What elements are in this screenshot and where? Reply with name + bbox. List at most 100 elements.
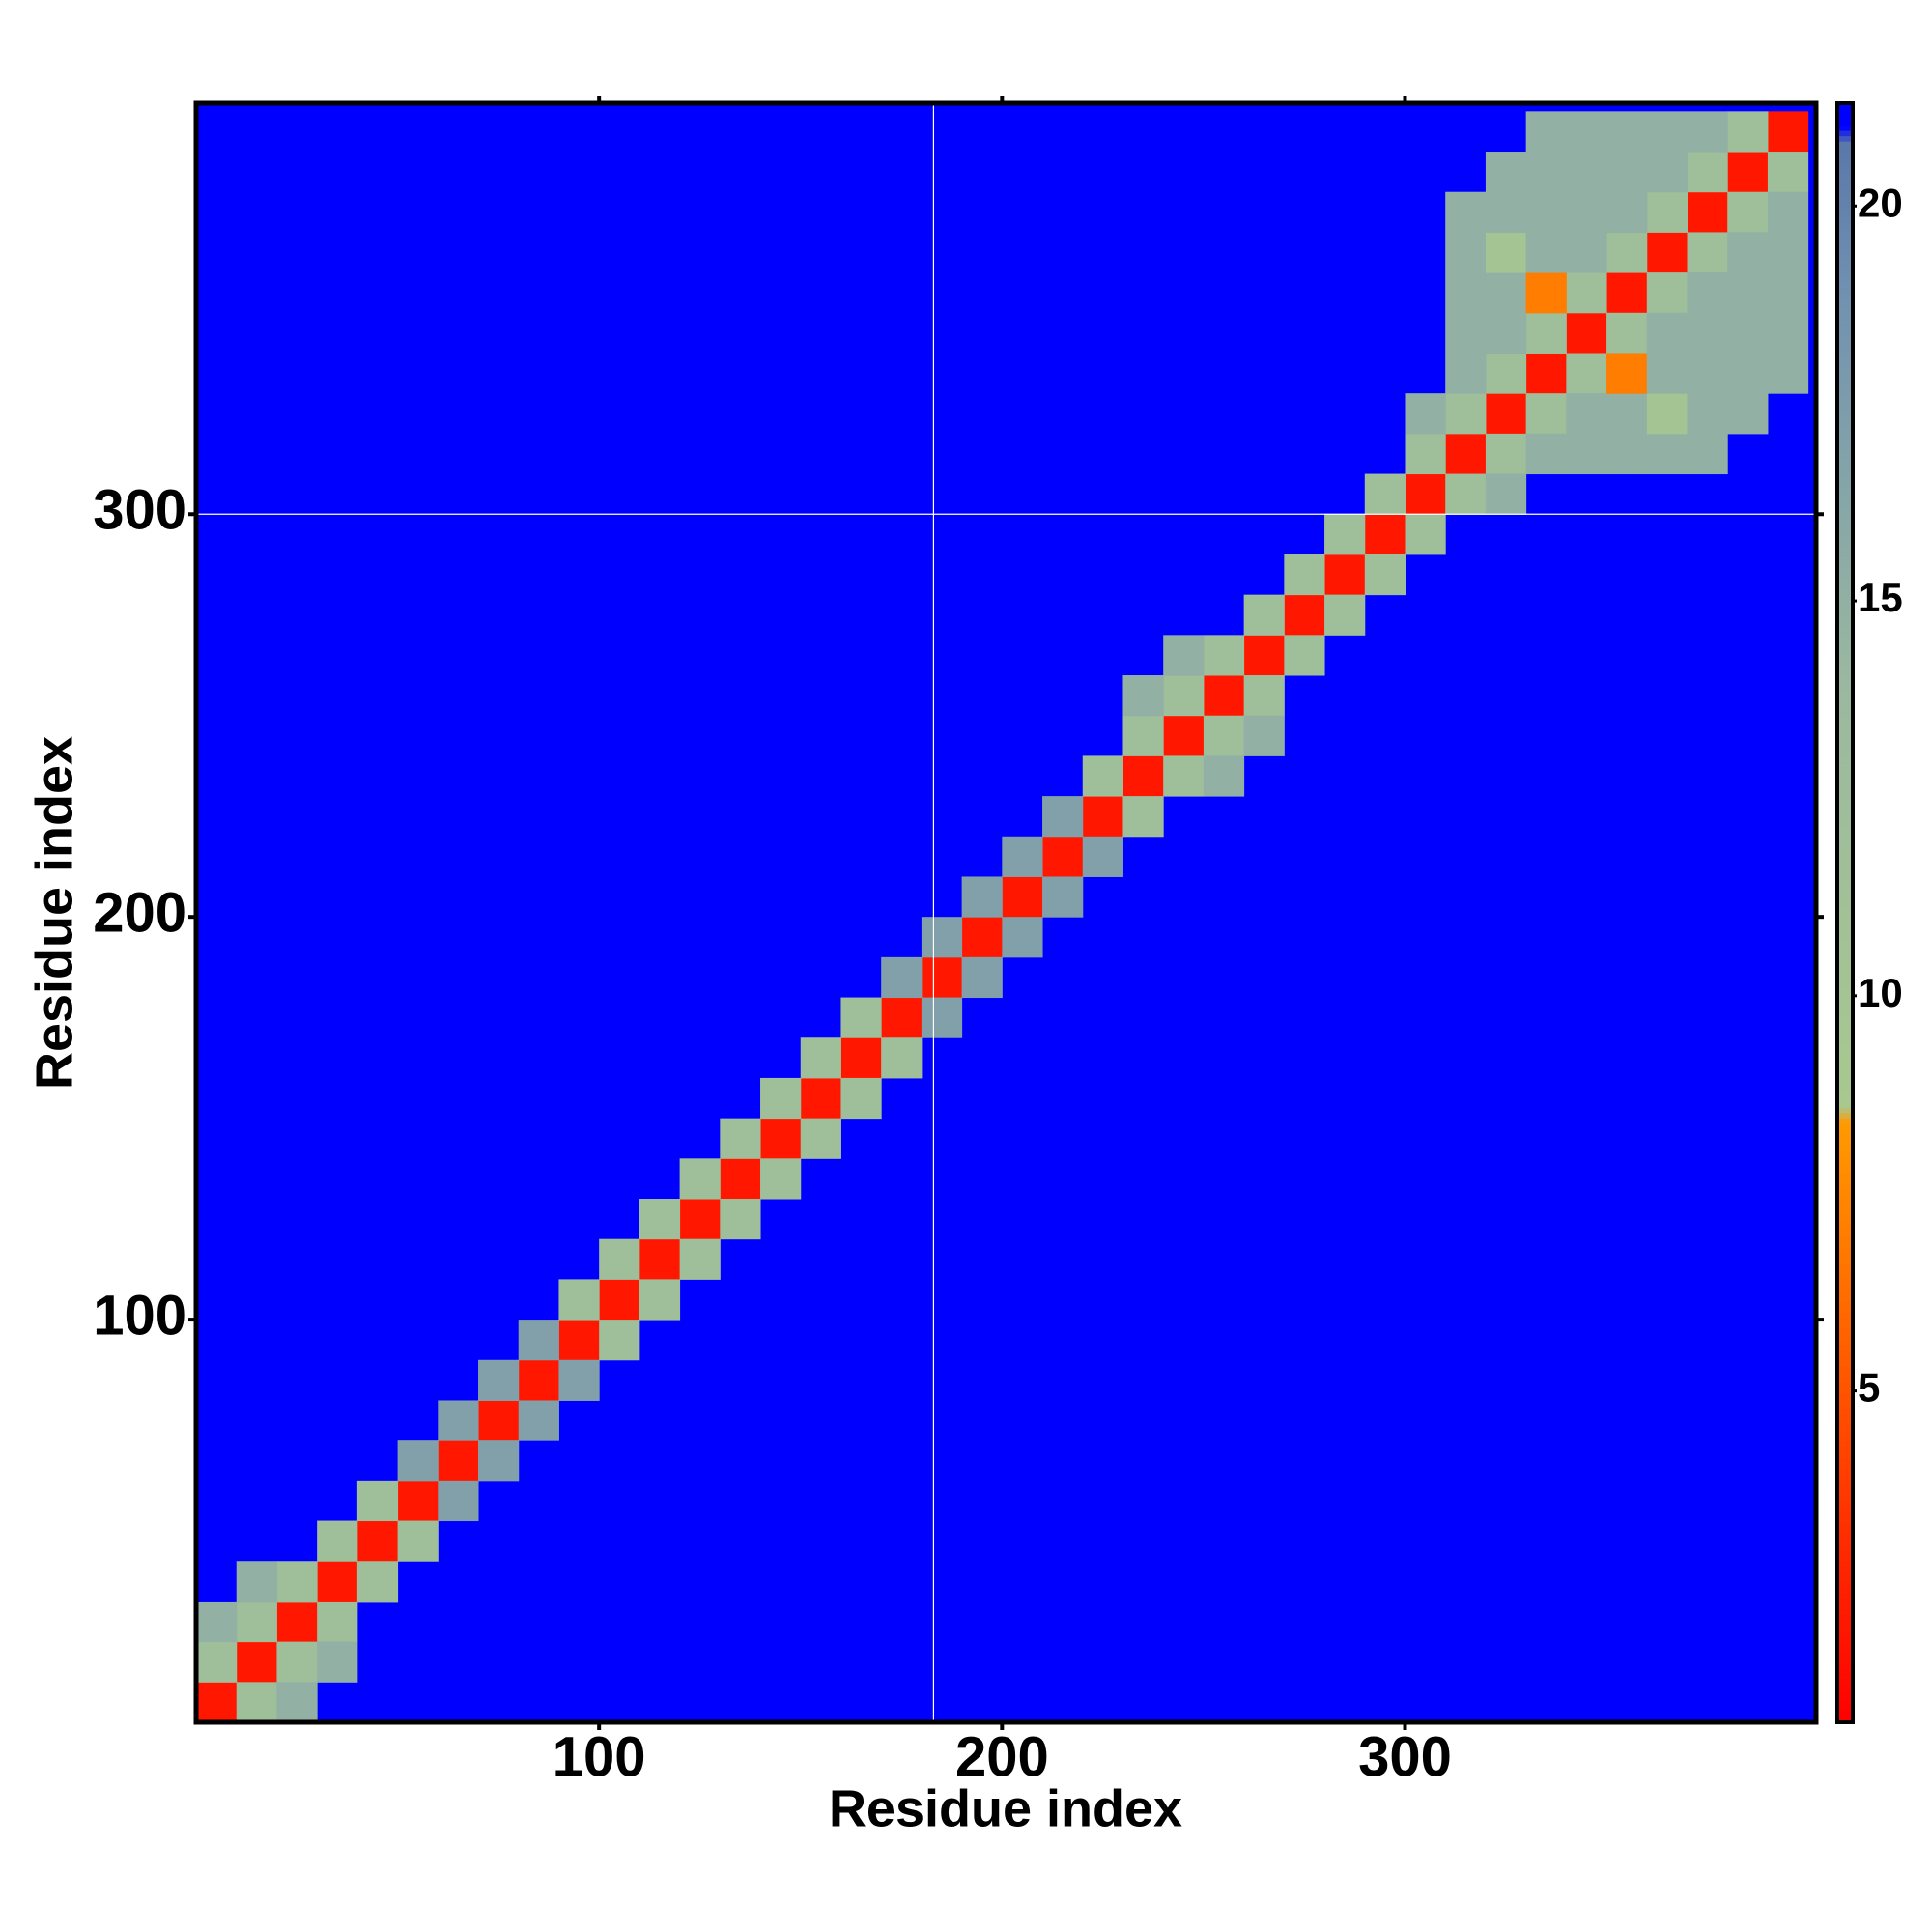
colorbar-step [1837,718,1853,725]
colorbar-step [1837,319,1853,326]
x-tick-label: 200 [955,1725,1049,1788]
heatmap-cell [1646,191,1689,233]
colorbar-step [1837,432,1853,439]
colorbar-step [1837,821,1853,828]
colorbar-step [1837,1517,1853,1523]
heatmap-cell [1727,111,1769,153]
heatmap-cell [1445,433,1487,475]
heatmap-cell [1284,594,1325,636]
heatmap-cell [1606,393,1648,435]
colorbar-step [1837,534,1853,542]
heatmap-cell [1525,232,1567,273]
heatmap-cell [1687,152,1728,193]
colorbar-step [1837,367,1853,374]
colorbar-step [1837,794,1853,801]
colorbar-step [1837,1441,1853,1448]
colorbar-step [1837,1393,1853,1400]
heatmap-cell [356,1561,399,1603]
heatmap-cell [1122,755,1164,797]
colorbar-step [1837,999,1853,1006]
colorbar-step [1837,745,1853,752]
colorbar-step [1837,448,1853,455]
heatmap-cell [317,1601,358,1643]
colorbar-step [1837,632,1853,639]
colorbar-step [1837,1366,1853,1373]
colorbar-step [1837,1312,1853,1319]
colorbar-step [1837,573,1853,580]
heatmap-cell [679,1199,721,1240]
colorbar-step [1837,864,1853,870]
colorbar-step [1837,1226,1853,1233]
heatmap-cell [1485,433,1527,475]
heatmap-cell [800,1118,841,1159]
heatmap-cell [1646,433,1689,475]
heatmap-cell [1646,353,1689,394]
heatmap-cell [1646,232,1689,273]
colorbar-step [1837,686,1853,693]
colorbar-step [1837,1004,1853,1011]
colorbar-step [1837,1091,1853,1097]
colorbar-step [1837,1485,1853,1492]
colorbar-step [1837,761,1853,768]
colorbar-step [1837,221,1853,229]
colorbar-step [1837,233,1853,240]
colorbar-step [1837,216,1853,223]
colorbar-step [1837,837,1853,843]
heatmap-cell [1606,232,1648,273]
heatmap-cell [1364,514,1406,555]
colorbar-step [1837,1404,1853,1410]
colorbar-step [1837,901,1853,909]
colorbar-step [1837,529,1853,536]
heatmap-cell [1485,152,1527,193]
heatmap-cell [1767,152,1809,193]
heatmap-cell [1566,232,1607,273]
heatmap-cell [1445,353,1487,394]
heatmap-cell [236,1641,277,1683]
colorbar-step [1837,141,1853,148]
colorbar-step [1837,103,1853,110]
colorbar-step [1837,1527,1853,1535]
colorbar-step [1837,1490,1853,1496]
colorbar-step [1837,362,1853,369]
colorbar-step [1837,1231,1853,1237]
colorbar-step [1837,815,1853,822]
colorbar-step [1837,1646,1853,1653]
colorbar-step [1837,1026,1853,1033]
colorbar-step [1837,713,1853,720]
heatmap-cell [1485,232,1527,273]
y-tick-label: 300 [93,479,186,542]
colorbar-step [1837,1166,1853,1173]
heatmap-cell [1767,111,1809,153]
colorbar-step [1837,626,1853,634]
heatmap-cell [317,1520,358,1562]
colorbar-tick-label: 5 [1858,1365,1880,1410]
colorbar-step [1837,427,1853,434]
heatmap-cell [1525,111,1567,153]
colorbar-step [1837,1020,1853,1027]
heatmap-cell [1687,433,1728,475]
colorbar-step [1837,454,1853,461]
colorbar-step [1837,1118,1853,1124]
colorbar-step [1837,1214,1853,1222]
colorbar-step [1837,497,1853,504]
colorbar-step [1837,1690,1853,1696]
colorbar-step [1837,1500,1853,1508]
colorbar-step [1837,751,1853,757]
colorbar-step [1837,1187,1853,1195]
heatmap-cell [1203,755,1245,797]
colorbar-step [1837,308,1853,315]
colorbar-step [1837,1608,1853,1615]
colorbar-step [1837,1322,1853,1329]
heatmap-cell [1042,876,1084,918]
heatmap-cell [1485,473,1527,515]
colorbar-step [1837,659,1853,666]
heatmap-cell [558,1320,600,1361]
colorbar-step [1837,1333,1853,1340]
heatmap-cell [1606,272,1648,314]
heatmap-cell [478,1440,520,1482]
heatmap-cell [397,1480,439,1522]
colorbar-tick-label: 15 [1858,575,1903,620]
heatmap-cell [1122,796,1164,838]
colorbar-step [1837,615,1853,622]
colorbar-step [1837,302,1853,309]
